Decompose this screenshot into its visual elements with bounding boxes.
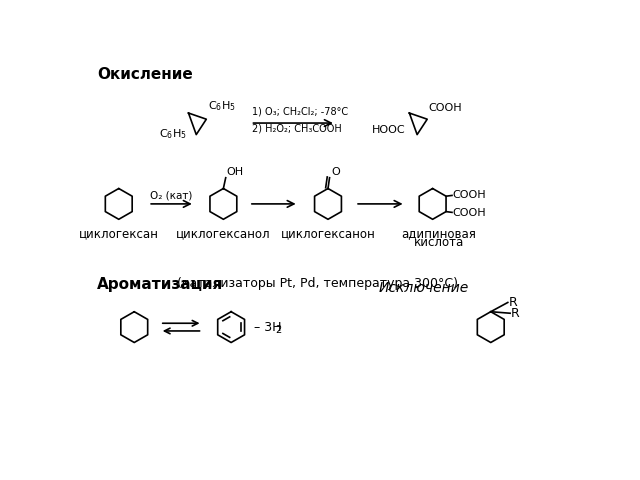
Text: COOH: COOH — [452, 190, 486, 200]
Text: COOH: COOH — [452, 208, 486, 218]
Text: циклогексанон: циклогексанон — [280, 227, 376, 240]
Text: циклогексанол: циклогексанол — [176, 227, 271, 240]
Text: O₂ (кат): O₂ (кат) — [150, 190, 193, 200]
Text: – 3H: – 3H — [254, 321, 282, 334]
Text: 2) H₂O₂; CH₃COOH: 2) H₂O₂; CH₃COOH — [252, 124, 342, 134]
Text: R: R — [511, 307, 520, 320]
Text: циклогексан: циклогексан — [79, 227, 159, 240]
Text: 1) O₃; CH₂Cl₂; -78°C: 1) O₃; CH₂Cl₂; -78°C — [252, 106, 348, 116]
Text: COOH: COOH — [429, 103, 462, 113]
Text: O: O — [331, 167, 340, 177]
Text: OH: OH — [227, 167, 244, 177]
Text: (катализаторы Pt, Pd, температура 300°С): (катализаторы Pt, Pd, температура 300°С) — [173, 277, 458, 290]
Text: адипиновая: адипиновая — [401, 227, 476, 240]
Text: C$_6$H$_5$: C$_6$H$_5$ — [208, 99, 236, 113]
Text: кислота: кислота — [413, 236, 464, 249]
Text: 2: 2 — [275, 325, 282, 335]
Text: R: R — [509, 296, 517, 309]
Text: Исключение: Исключение — [378, 281, 468, 295]
Text: C$_6$H$_5$: C$_6$H$_5$ — [159, 127, 187, 141]
Text: HOOC: HOOC — [372, 125, 406, 135]
Text: Ароматизация: Ароматизация — [97, 277, 223, 292]
Text: Окисление: Окисление — [97, 67, 193, 82]
